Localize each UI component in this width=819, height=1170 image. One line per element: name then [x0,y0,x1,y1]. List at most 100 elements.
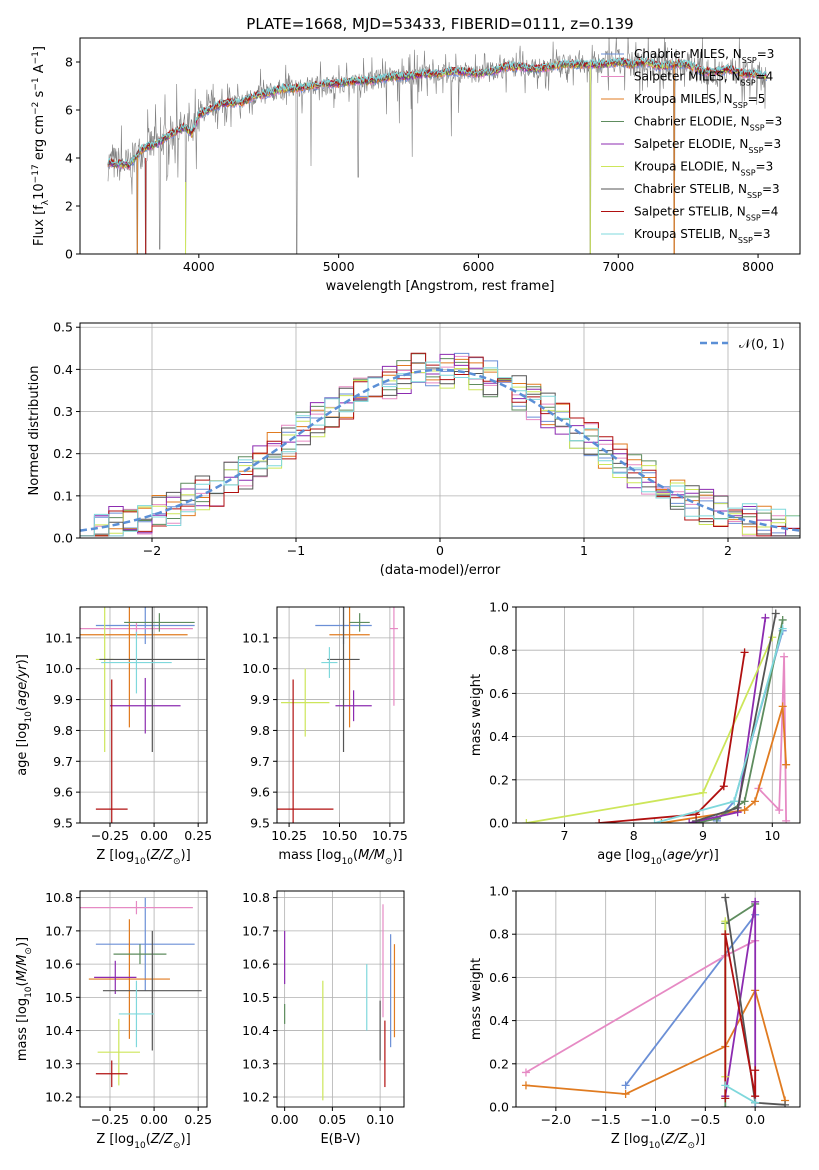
y-tick-label: 8 [65,55,73,70]
x-axis-label-part: Z [log [96,848,134,863]
axes-frame [276,890,405,1108]
y-tick-label: 10.8 [45,890,73,905]
x-tick-label: 0.00 [140,1112,168,1127]
x-tick-label: −2.0 [541,1112,571,1127]
weight-point [685,819,694,823]
x-tick-label: 0.00 [140,828,168,843]
x-tick-label: 0.10 [366,1112,394,1127]
x-axis-label-part: ⊙ [687,1141,695,1151]
weight-point [780,652,789,661]
plot-area-age-vs-mass [277,607,398,823]
legend-text: =3 [763,137,781,151]
y-axis-label-part: −2 [31,102,41,115]
weight-point [740,648,749,657]
errorbar-salpeter-miles [389,607,398,706]
y-tick-label: 10.5 [45,990,73,1005]
x-tick-label: 2 [724,543,732,558]
errorbar-kroupa-stelib [101,631,172,694]
y-tick-label: 4 [65,151,73,166]
x-axis-label-part: )] [709,848,719,863]
axes-front-mass-vs-ebv: 0.00 0.05 0.10 10.2 10.3 10.4 10.5 10.6 10.7 10.8… [242,890,405,1147]
x-axis-label-part: )] [181,1132,191,1147]
weight-point [782,760,791,769]
weight-point [751,1066,760,1075]
x-axis-label-part: )] [181,848,191,863]
y-axis-label-part: −1 [31,77,41,90]
axes-frame [515,890,801,1108]
x-tick-label: 1 [580,543,588,558]
y-axis-label-part: −17 [31,164,41,183]
weight-point [521,1081,530,1090]
x-tick-label: 0.05 [318,1112,346,1127]
weight-point [751,1098,760,1107]
weight-point [522,819,531,823]
plot-area-spectrum [107,38,767,254]
weight-point [621,1081,630,1090]
x-tick-label: 8 [630,828,638,843]
weight-point [721,1081,730,1090]
x-tick-label: 7 [561,828,569,843]
legend-subscript: SSP [733,101,748,110]
y-axis-label-part: ] [32,46,47,51]
legend-text: Salpeter MILES, N [634,70,741,84]
y-tick-label: 9.6 [53,785,73,800]
weight-series-kroupa-stelib [650,624,787,823]
weight-point [750,797,759,806]
y-axis-label-part: −1 [31,51,41,64]
y-tick-label: 0.6 [489,970,509,985]
plot-area-residuals [80,352,800,537]
x-axis-label-part: ⊙ [385,857,393,867]
spectrum-model-salpeter-stelib [107,56,767,168]
y-tick-label: 10.5 [242,990,270,1005]
y-axis-label-part: age [log [15,723,30,776]
x-axis-label-part: Z/Z [664,1132,688,1147]
legend-subscript: SSP [750,123,765,132]
errorbar-chabrier-miles [95,897,195,991]
spectrum-model-kroupa-stelib [107,56,767,167]
x-tick-label: 10.25 [271,828,307,843]
x-axis-label-part: ( [660,1132,665,1147]
x-axis-label: mass [log10(M/M⊙)] [278,848,402,867]
x-axis-label-part: Z/Z [150,848,174,863]
weight-point [740,806,749,815]
x-tick-label: 0.0 [745,1112,765,1127]
legend-entry: Salpeter STELIB, NSSP=4 [634,205,778,223]
y-tick-label: 9.7 [250,754,270,769]
errorbar-chabrier-elodie [349,613,370,632]
errorbar-kroupa-stelib [321,647,338,678]
x-axis-label-part: 10 [649,1141,661,1151]
legend-text: =4 [756,70,774,84]
axes-front-mass-vs-z: −0.25 0.00 0.25 10.2 10.3 10.4 10.5 10.6 10.7 10.… [15,890,212,1151]
panel-weight-vs-z: −2.0 −1.5 −1.0 −0.5 0.0 0.0 0.2 0.4 0.6 0.8 1.0 Z [… [469,884,801,1151]
legend-text: Kroupa ELODIE, N [634,160,741,174]
legend-subscript: SSP [741,78,756,87]
y-tick-label: 10.7 [45,923,73,938]
legend-entry: Chabrier STELIB, NSSP=3 [634,182,780,200]
errorbar-salpeter-elodie [94,960,137,995]
y-axis-label: Flux [fλ10−17 erg cm−2 s−1 A−1] [31,46,51,246]
weight-point [521,1068,530,1077]
y-axis-label: mass weight [469,958,484,1040]
y-tick-label: 10.0 [242,661,270,676]
y-tick-label: 0.5 [53,320,73,335]
x-axis-label: age [log10(age/yr)] [597,848,719,867]
x-tick-label: −0.5 [690,1112,720,1127]
y-tick-label: 0.8 [489,927,509,942]
legend-text: Chabrier ELODIE, N [634,115,750,129]
x-tick-label: 10 [764,828,780,843]
x-axis-label-part: 10 [650,857,662,867]
x-axis-label: Z [log10(Z/Z⊙)] [96,848,190,867]
x-tick-label: −2 [143,543,161,558]
weight-line [624,914,756,1086]
errorbar-salpeter-stelib [95,1060,128,1088]
weight-point [751,897,760,906]
x-tick-label: 6000 [463,259,495,274]
y-tick-label: 0.2 [489,1056,509,1071]
x-axis-label-part: Z [log [96,1132,134,1147]
legend-entry: Salpeter MILES, NSSP=4 [634,70,773,88]
panels-layer: 4000 5000 6000 7000 8000 0 2 4 6 8 Chabrier MILES,… [15,37,801,1151]
x-axis-label-part: mass [log [278,848,341,863]
y-axis-label-part: 10 [32,183,47,200]
y-tick-label: 9.5 [53,816,73,831]
